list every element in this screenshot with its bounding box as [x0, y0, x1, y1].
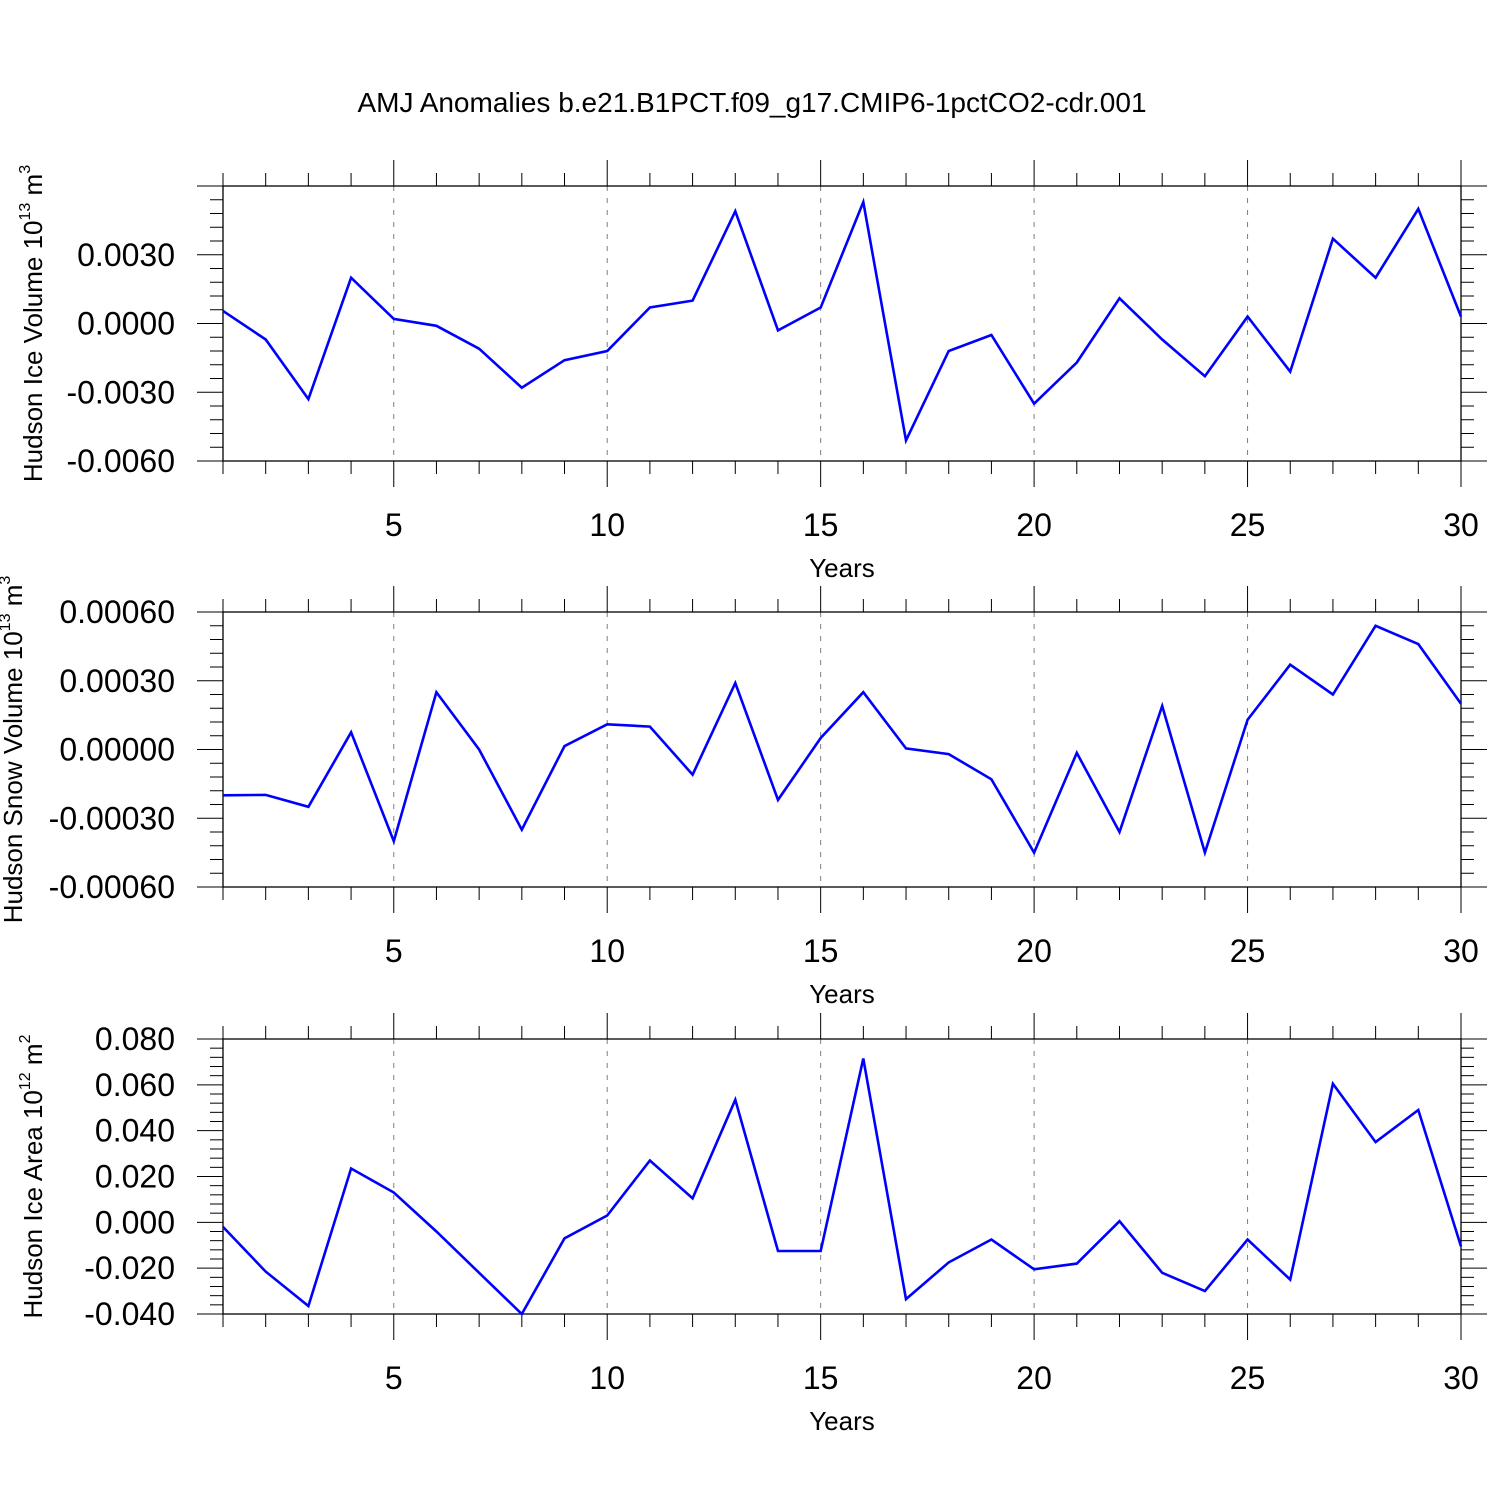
- x-tick-label: 5: [385, 933, 403, 969]
- y-tick-label: 0.00030: [59, 663, 175, 699]
- y-axis-title: Hudson Ice Volume 1013 m3: [17, 165, 48, 482]
- plot-panel-2: 5 10 15 20 25 30 -0.00060 -0.00030 0.00000 0.0003…: [0, 576, 1487, 1009]
- y-tick-label: -0.0030: [66, 374, 175, 410]
- y-tick-label: -0.00060: [49, 869, 175, 905]
- y-tick-label: 0.040: [95, 1113, 175, 1149]
- y-tick-label: 0.00060: [59, 594, 175, 630]
- x-axis-title: Years: [809, 1406, 875, 1436]
- series-line: [222, 1058, 1463, 1317]
- x-tick-label: 30: [1443, 1360, 1479, 1396]
- plot-frame: [222, 185, 1462, 462]
- x-tick-label: 5: [385, 1360, 403, 1396]
- y-tick-label: 0.060: [95, 1067, 175, 1103]
- x-tick-label: 30: [1443, 933, 1479, 969]
- x-tick-label: 10: [589, 507, 625, 543]
- plot-frame: [222, 611, 1462, 888]
- series-line: [222, 197, 1463, 445]
- x-tick-label: 15: [803, 507, 839, 543]
- y-tick-label: 0.080: [95, 1021, 175, 1057]
- y-tick-label: 0.020: [95, 1159, 175, 1195]
- x-axis-title: Years: [809, 979, 875, 1009]
- x-tick-label: 20: [1016, 1360, 1052, 1396]
- x-tick-label: 15: [803, 1360, 839, 1396]
- y-axis-title: Hudson Snow Volume 1013 m3: [0, 576, 28, 924]
- plot-frame: [222, 1038, 1462, 1315]
- x-tick-label: 25: [1230, 507, 1266, 543]
- y-tick-label: -0.040: [84, 1296, 175, 1332]
- x-tick-label: 15: [803, 933, 839, 969]
- series-line: [222, 624, 1463, 858]
- y-tick-label: 0.0000: [77, 306, 175, 342]
- x-tick-label: 10: [589, 1360, 625, 1396]
- x-tick-label: 25: [1230, 933, 1266, 969]
- x-tick-label: 5: [385, 507, 403, 543]
- y-tick-label: 0.000: [95, 1204, 175, 1240]
- y-axis-title: Hudson Ice Area 1012 m2: [17, 1034, 48, 1318]
- plot-panel-3: 5 10 15 20 25 30 -0.040 -0.020 0.000 0.020 0.040 0.…: [17, 1013, 1487, 1436]
- x-tick-label: 20: [1016, 507, 1052, 543]
- x-tick-label: 20: [1016, 933, 1052, 969]
- y-tick-label: -0.020: [84, 1250, 175, 1286]
- chart-title: AMJ Anomalies b.e21.B1PCT.f09_g17.CMIP6-…: [357, 87, 1146, 118]
- x-axis-title: Years: [809, 553, 875, 583]
- y-tick-label: -0.0060: [66, 443, 175, 479]
- y-tick-label: 0.00000: [59, 732, 175, 768]
- y-tick-label: 0.0030: [77, 237, 175, 273]
- x-tick-label: 30: [1443, 507, 1479, 543]
- plot-panel-1: 5 10 15 20 25 30 -0.0060 -0.0030 0.0000 0.0030 Yea…: [17, 160, 1487, 583]
- y-tick-label: -0.00030: [49, 800, 175, 836]
- x-tick-label: 25: [1230, 1360, 1266, 1396]
- x-tick-label: 10: [589, 933, 625, 969]
